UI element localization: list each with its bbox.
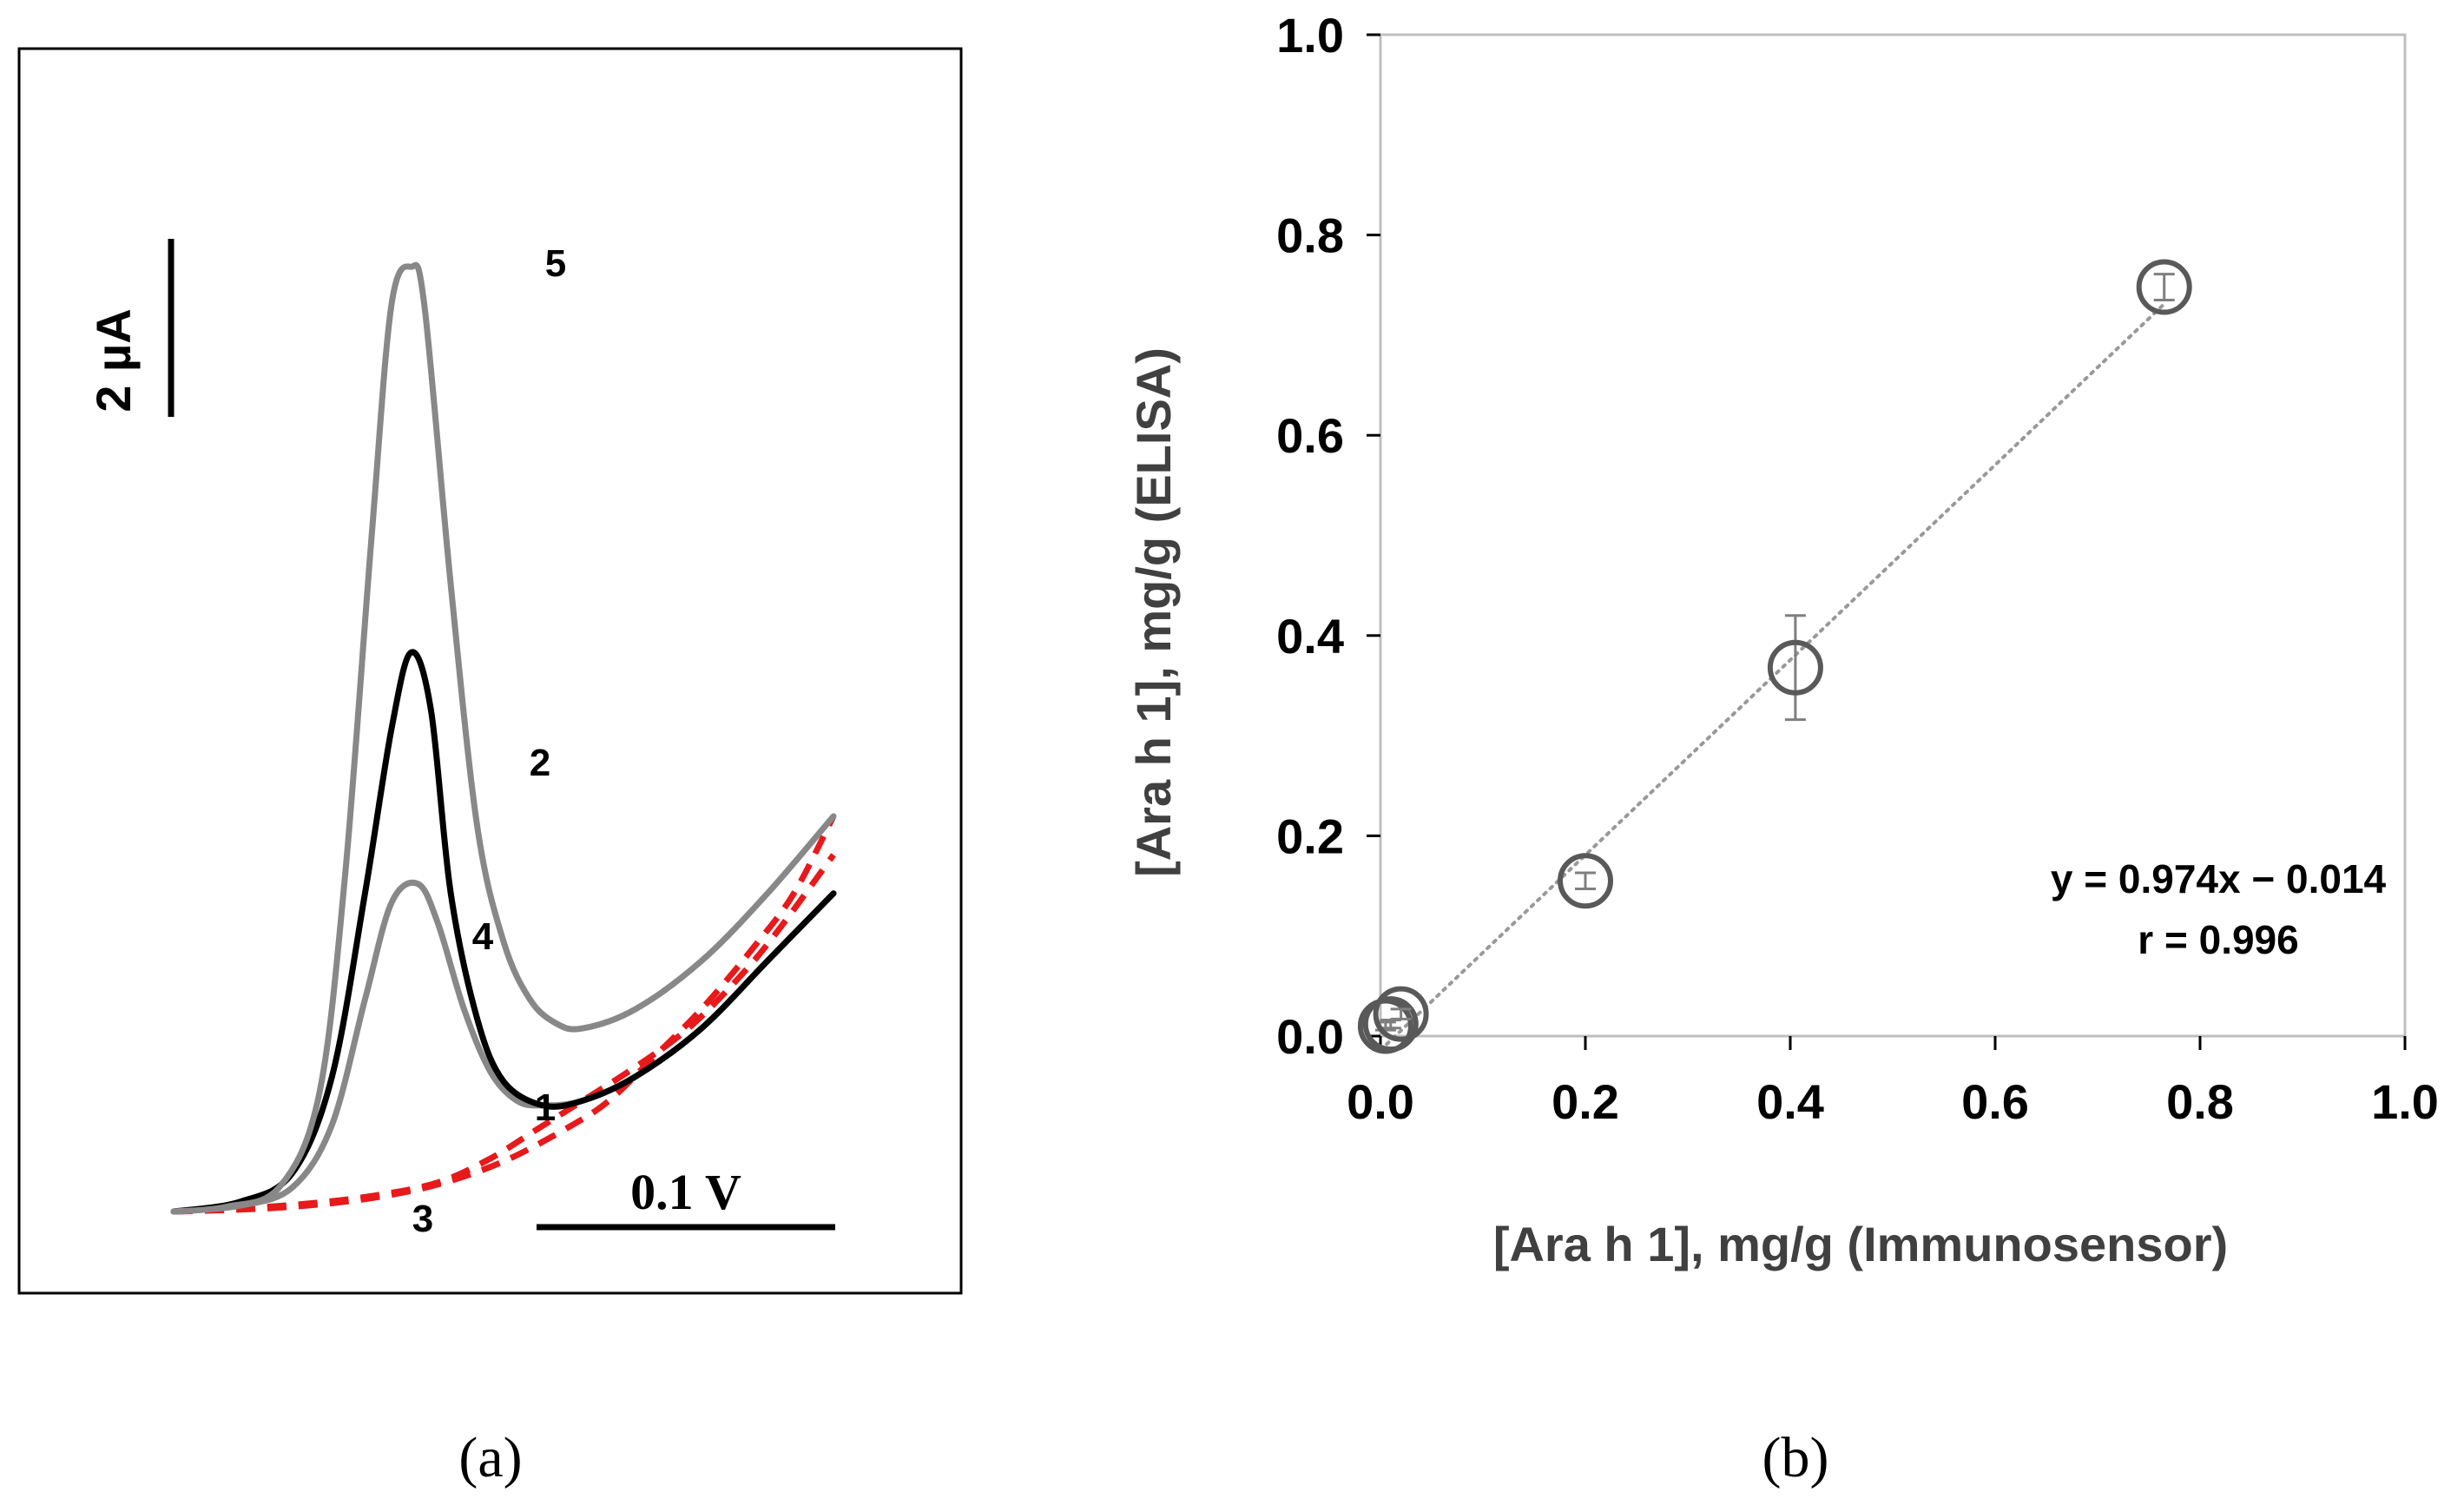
y-tick-label: 1.0 [1276, 8, 1344, 63]
x-axis-title: [Ara h 1], mg/g (Immunosensor) [1493, 1217, 2228, 1271]
panel-b-label: (b) [1762, 1426, 1829, 1489]
y-axis-title: [Ara h 1], mg/g (ELISA) [1126, 347, 1181, 877]
voltammogram-curve-2 [170, 649, 837, 1215]
curve-label-2: 2 [530, 742, 550, 784]
data-point [1558, 853, 1613, 909]
data-point [1373, 986, 1429, 1042]
fit-equation: y = 0.974x − 0.014 [2051, 856, 2387, 901]
voltammogram-curve-3 [173, 815, 837, 1215]
panel-a-label: (a) [458, 1426, 522, 1489]
curve-label-3: 3 [412, 1198, 433, 1240]
current-scale-label: 2 µA [86, 308, 141, 412]
curve-label-5: 5 [545, 242, 566, 285]
data-point [2136, 259, 2192, 315]
y-tick-label: 0.2 [1276, 809, 1344, 863]
x-tick-label: 0.4 [1756, 1074, 1824, 1129]
data-point [1767, 639, 1823, 696]
panel-a-voltammogram: 1 2 3 4 5 2 µA 0.1 V (a) [17, 47, 963, 1489]
plot-area-border [1379, 33, 2407, 1038]
panel-b-axes: 0.0 0.2 0.4 0.6 0.8 1.0 0.0 0.2 0.4 0.6 0.8 1.0 [1276, 8, 2439, 1129]
panel-b-points [1357, 259, 2192, 1054]
x-tick-label: 1.0 [2371, 1074, 2439, 1129]
panel-a-frame [17, 47, 963, 1295]
x-tick-label: 0.6 [1961, 1074, 2029, 1129]
y-tick-label: 0.6 [1276, 408, 1344, 463]
x-tick-label: 0.0 [1347, 1074, 1414, 1129]
y-tick-label: 0.4 [1276, 609, 1344, 664]
potential-scale-label: 0.1 V [630, 1164, 741, 1220]
panel-b-correlation-plot: 0.0 0.2 0.4 0.6 0.8 1.0 0.0 0.2 0.4 0.6 0.8 1.0 y =… [1126, 8, 2439, 1489]
fit-r-value: r = 0.996 [2138, 917, 2298, 962]
panel-a-curve-labels: 1 2 3 4 5 [412, 242, 566, 1240]
voltammogram-curve-5 [170, 261, 837, 1215]
panel-a-curves [170, 261, 837, 1215]
y-tick-label: 0.8 [1276, 208, 1344, 263]
x-tick-label: 0.8 [2166, 1074, 2234, 1129]
data-point [1362, 996, 1419, 1053]
y-tick-label: 0.0 [1276, 1009, 1344, 1064]
x-tick-label: 0.2 [1552, 1074, 1619, 1129]
curve-label-1: 1 [535, 1086, 556, 1129]
curve-label-4: 4 [472, 915, 494, 958]
